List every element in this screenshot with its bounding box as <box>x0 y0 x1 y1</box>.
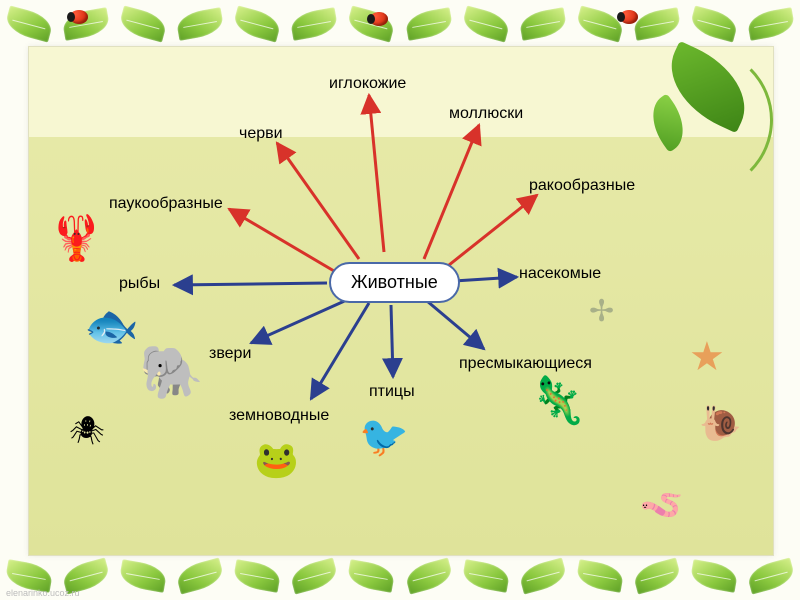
label-rakoobr: ракообразные <box>529 177 635 195</box>
leaf-border-top <box>0 4 800 44</box>
leaf-decoration <box>289 7 339 41</box>
label-zemnovod: земноводные <box>229 407 329 425</box>
leaf-decoration <box>289 557 340 594</box>
arrow-chervi <box>277 143 359 259</box>
label-paukoobr: паукообразные <box>109 195 223 213</box>
label-chervi: черви <box>239 125 283 143</box>
leaf-decoration <box>174 557 225 594</box>
leaf-decoration <box>232 5 283 42</box>
leaf-decoration <box>3 5 54 42</box>
arrow-rakoobr <box>444 195 537 269</box>
leaf-border-bottom <box>0 556 800 596</box>
central-node-animals: Животные <box>329 262 460 303</box>
elephant-icon: 🐘 <box>139 347 204 399</box>
fish-icon: 🐟 <box>84 305 139 349</box>
snail-icon: 🐌 <box>699 407 741 441</box>
leaf-decoration <box>346 5 397 42</box>
leaf-decoration <box>746 7 796 41</box>
ladybug-icon <box>620 10 638 24</box>
label-presmyk: пресмыкающиеся <box>459 355 592 373</box>
arrow-paukoobr <box>229 209 334 271</box>
label-mollyuski: моллюски <box>449 105 523 123</box>
label-ptitsy: птицы <box>369 383 415 401</box>
arrow-mollyuski <box>424 125 479 259</box>
leaf-decoration <box>460 5 511 42</box>
leaf-decoration <box>689 559 739 593</box>
crayfish-icon: 🦞 <box>49 217 104 261</box>
leaf-decoration <box>689 5 740 42</box>
leaf-decoration <box>461 559 511 593</box>
arrow-nasekomye <box>454 277 517 281</box>
leaf-decoration <box>232 559 282 593</box>
leaf-decoration <box>746 557 797 594</box>
arrow-ptitsy <box>391 305 393 377</box>
label-iglokozhie: иглокожие <box>329 75 406 93</box>
leaf-decoration <box>518 7 568 41</box>
bird-icon: 🐦 <box>359 417 409 457</box>
leaf-decoration <box>574 5 625 42</box>
vine-decoration <box>623 37 783 197</box>
arrow-zemnovod <box>311 303 369 399</box>
watermark: elenarinko.ucoz.ru <box>6 588 80 598</box>
label-zveri: звери <box>209 345 251 363</box>
leaf-decoration <box>118 559 168 593</box>
central-label: Животные <box>351 272 438 292</box>
leaf-decoration <box>175 7 225 41</box>
leaf-decoration <box>575 559 625 593</box>
ladybug-icon <box>370 12 388 26</box>
leaf-decoration <box>632 7 682 41</box>
leaf-decoration <box>632 557 683 594</box>
arrow-iglokozhie <box>369 95 384 252</box>
diagram-stage: Животные иглокожие моллюски черви ракообраз… <box>28 46 774 556</box>
lizard-icon: 🦎 <box>529 377 586 423</box>
arrow-presmyk <box>427 301 484 349</box>
ladybug-icon <box>70 10 88 24</box>
label-nasekomye: насекомые <box>519 265 601 283</box>
arrow-ryby <box>174 283 327 285</box>
label-ryby: рыбы <box>119 275 160 293</box>
leaf-decoration <box>403 557 454 594</box>
leaf-decoration <box>347 559 397 593</box>
leaf-decoration <box>117 5 168 42</box>
starfish-icon: ★ <box>689 337 725 377</box>
arrow-zveri <box>251 299 349 343</box>
worm-icon: 🪱 <box>639 487 684 523</box>
dragonfly-icon: ✢ <box>589 297 614 327</box>
spider-icon: 🕷 <box>69 417 105 445</box>
leaf-decoration <box>404 7 454 41</box>
frog-icon: 🐸 <box>254 442 299 478</box>
leaf-decoration <box>517 557 568 594</box>
